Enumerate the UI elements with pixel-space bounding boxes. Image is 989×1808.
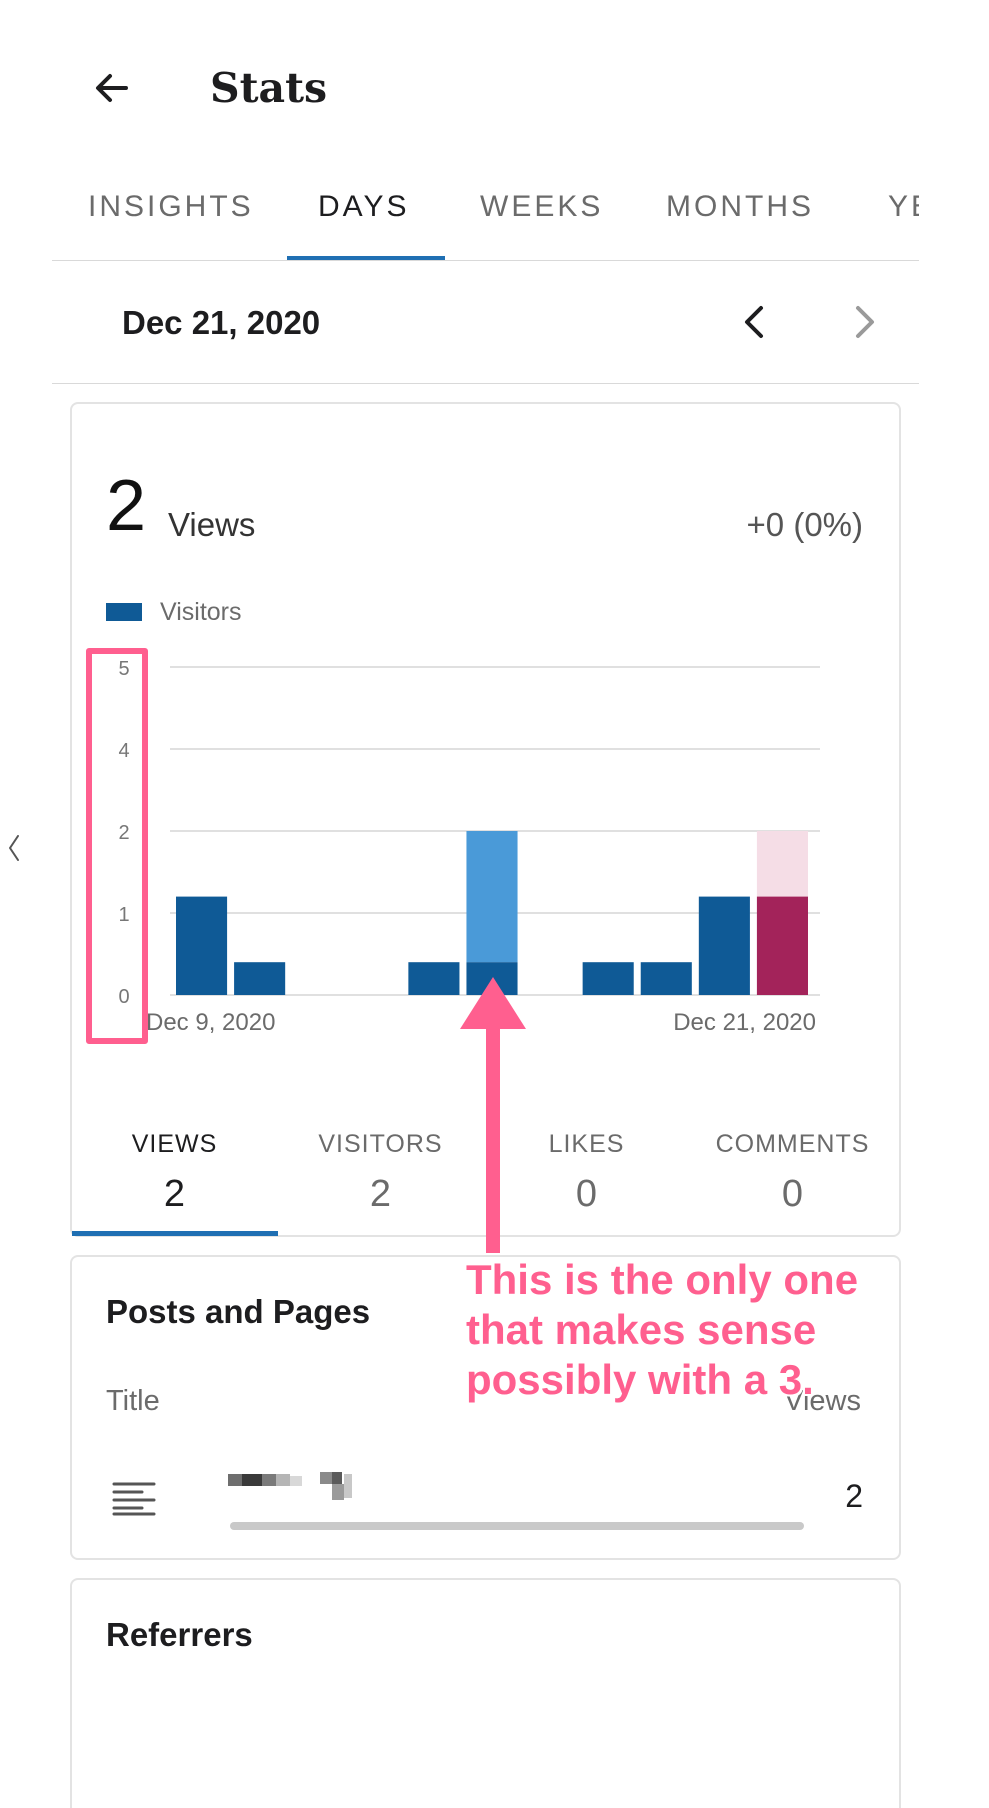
tab-months[interactable]: MONTHS [666, 190, 814, 223]
metric-tab-comments[interactable]: COMMENTS 0 [690, 1130, 895, 1216]
posts-and-pages-title: Posts and Pages [106, 1293, 371, 1330]
chevron-left-icon [9, 835, 19, 861]
annotation-arrow-icon [460, 977, 526, 1253]
column-header-views: Views [784, 1385, 861, 1417]
column-header-title: Title [106, 1385, 160, 1417]
views-change: +0 (0%) [746, 506, 863, 543]
text-lines-icon [112, 1482, 156, 1516]
chart-bar-visitors[interactable] [176, 896, 228, 995]
chart-bar-visitors[interactable] [756, 896, 808, 995]
chart-bar-visitors[interactable] [234, 962, 286, 995]
chart-bar-visitors[interactable] [640, 962, 692, 995]
chevron-right-icon[interactable] [842, 300, 886, 344]
post-title-redacted[interactable] [228, 1470, 364, 1504]
chart-bar-visitors[interactable] [408, 962, 460, 995]
metric-value: 2 [163, 1173, 186, 1215]
tab-years[interactable]: YE [888, 190, 919, 223]
metric-tab-visitors[interactable]: VISITORS 2 [278, 1130, 483, 1216]
metric-active-indicator [72, 1231, 278, 1236]
chevron-left-icon[interactable] [733, 300, 777, 344]
annotation-highlight-box [86, 648, 148, 1044]
post-views-bar-fill [230, 1522, 804, 1530]
annotation-text: This is the only one that makes sense po… [466, 1256, 859, 1403]
tab-weeks[interactable]: WEEKS [480, 190, 604, 223]
referrers-title: Referrers [106, 1616, 253, 1653]
stats-card [70, 402, 901, 1237]
post-views-bar [230, 1522, 804, 1530]
posts-and-pages-card [70, 1255, 901, 1560]
tab-days[interactable]: DAYS [318, 190, 410, 223]
page-title: Stats [210, 64, 328, 112]
y-tick-label: 0 [118, 986, 129, 1008]
period-tabs: INSIGHTS DAYS WEEKS MONTHS YE [52, 170, 919, 260]
metric-value: 0 [575, 1173, 598, 1215]
metric-value: 2 [369, 1173, 392, 1215]
metric-label: COMMENTS [715, 1130, 870, 1158]
metric-label: LIKES [548, 1130, 625, 1158]
referrers-card [70, 1578, 901, 1808]
chart-bar-visitors[interactable] [582, 962, 634, 995]
legend-label: Visitors [160, 598, 242, 626]
metric-label: VIEWS [131, 1130, 218, 1158]
views-count: 2 [106, 466, 147, 546]
x-axis-label-end: Dec 21, 2020 [673, 1009, 816, 1036]
chart-bar-views[interactable] [756, 831, 808, 897]
y-tick-label: 4 [118, 740, 129, 762]
metric-tab-likes[interactable]: LIKES 0 [484, 1130, 689, 1216]
visitors-chart: 5 4 2 1 0 Dec 9, 2020 Dec 21, 2020 [118, 658, 820, 1036]
chart-bar-views[interactable] [466, 831, 518, 963]
selected-date: Dec 21, 2020 [122, 304, 321, 341]
y-tick-label: 2 [118, 822, 129, 844]
views-unit: Views [168, 506, 256, 543]
tab-insights[interactable]: INSIGHTS [88, 190, 254, 223]
back-arrow-icon[interactable] [90, 66, 134, 110]
chart-bar-visitors[interactable] [698, 896, 750, 995]
x-axis-label-start: Dec 9, 2020 [146, 1009, 275, 1036]
metric-tab-views[interactable]: VIEWS 2 [72, 1130, 277, 1216]
y-tick-label: 5 [118, 658, 129, 680]
metric-value: 0 [781, 1173, 804, 1215]
legend-swatch [106, 603, 142, 621]
y-tick-label: 1 [118, 904, 129, 926]
metric-label: VISITORS [318, 1130, 443, 1158]
tab-active-indicator [287, 256, 445, 260]
tabs-divider [52, 260, 919, 261]
date-divider [52, 383, 919, 384]
post-views-value: 2 [845, 1478, 863, 1514]
